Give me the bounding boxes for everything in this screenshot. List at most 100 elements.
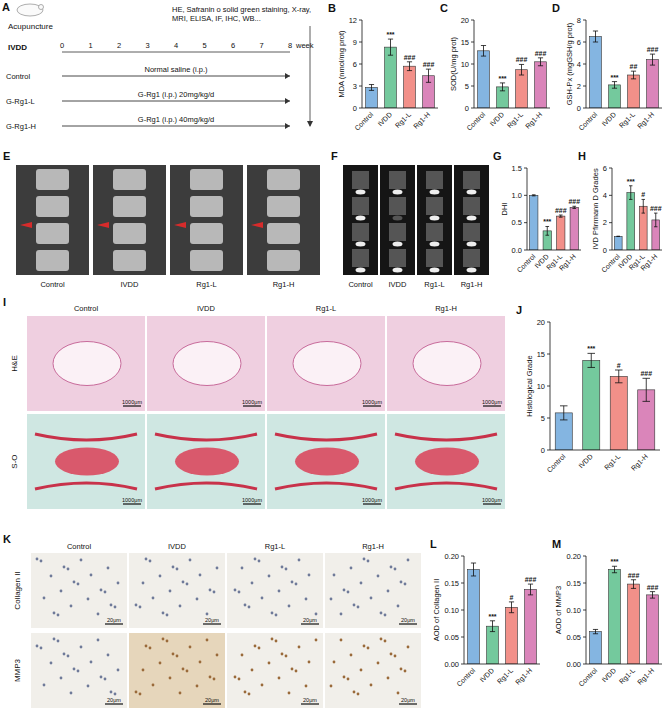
y-tick-label: 10 [537,382,545,391]
cell [36,558,39,561]
cell [278,677,281,680]
y-axis [527,168,528,250]
cell [308,574,311,577]
cell [384,614,387,617]
timeline-axis [62,52,290,53]
cell [285,568,288,571]
error-bar [642,378,650,401]
y-axis-title: MDA (nmol/mg prot) [337,30,346,98]
cell [330,685,333,688]
row-label: Collagen II [13,571,22,609]
y-tick [547,354,550,355]
cell [251,582,254,585]
vertebra [36,250,69,271]
cell [268,662,271,665]
y-tick [461,583,464,584]
y-tick-label: 5 [465,82,469,91]
arrow [20,222,32,228]
arrow [97,222,109,228]
y-tick [547,322,550,323]
vertebra [190,250,223,271]
y-tick-label: 0.20 [444,552,459,561]
cell [288,692,291,695]
cell [285,655,288,658]
significance: # [617,362,621,369]
vertebra [389,249,406,267]
cell [353,691,356,694]
cell [172,566,175,569]
error-bar [612,82,617,89]
y-tick-label: 0.05 [444,633,459,642]
y-tick-label: 4 [577,60,581,69]
error-bar [426,69,431,82]
bar-chart: G***######0.00.51.01.5DHIControlIVDDRg1-… [493,150,581,274]
cell [234,589,237,592]
cell [182,668,185,671]
cell [166,614,169,617]
error-bar [617,236,620,237]
cell [394,655,397,658]
error-bar [509,602,514,613]
y-tick [524,250,527,251]
y-tick-label: 0 [465,104,469,113]
panel-letter: I [3,296,6,308]
ihc-image [31,553,127,628]
cell [145,558,148,561]
cell [251,669,254,672]
y-tick-label: 6 [577,38,581,47]
he-image [387,316,505,411]
ihc-image [227,553,323,628]
cell [370,684,373,687]
vertebra [463,223,480,241]
x-tick-label: Control [577,110,598,131]
significance: *** [587,345,595,352]
cell [100,676,103,679]
scale-bar [399,623,417,624]
timeline-tick: 1 [88,41,92,50]
cell [142,582,145,585]
bar [647,60,659,108]
significance: ## [630,63,638,70]
cell [308,661,311,664]
y-axis-title: DHI [500,203,509,216]
error-bar [572,206,576,208]
bar-chart: B***######036912MDA (nmol/mg prot)Contro… [328,2,438,132]
treatment: Normal saline (i.p.) [145,65,208,74]
xray-image [93,165,166,275]
significance: ### [647,46,659,53]
arrow [174,222,186,228]
y-tick [547,418,550,419]
xray-image [16,165,89,275]
column-label: Rg1-H [362,542,384,551]
mri-image [454,165,489,275]
disc [393,216,403,221]
x-tick-label: Rg1-H [630,453,650,473]
y-tick [471,42,474,43]
panel-letter: L [430,538,437,550]
endplate [35,483,137,489]
significance: *** [543,218,551,225]
y-tick-label: 20 [537,318,545,327]
cell [407,559,410,562]
bar [516,70,528,108]
cell [350,567,353,570]
marks [555,353,655,450]
significance: ### [525,576,537,583]
mri-image [343,165,378,275]
x-tick-label: Rg1-H [636,667,656,687]
y-axis-title: SOD(U/mg prot) [449,36,458,91]
cell [343,676,346,679]
scale-text: 20μm [205,617,219,623]
scale-bar [363,503,381,504]
x-tick-label: Rg1-H [558,253,578,273]
significance: *** [498,75,506,82]
cell [209,676,212,679]
scale-text: 20μm [107,617,121,623]
cell [186,670,189,673]
cell [298,559,301,562]
x-axis [362,108,438,109]
cell [288,605,291,608]
cell [189,646,192,649]
significance: ### [404,54,416,61]
cell [370,597,373,600]
